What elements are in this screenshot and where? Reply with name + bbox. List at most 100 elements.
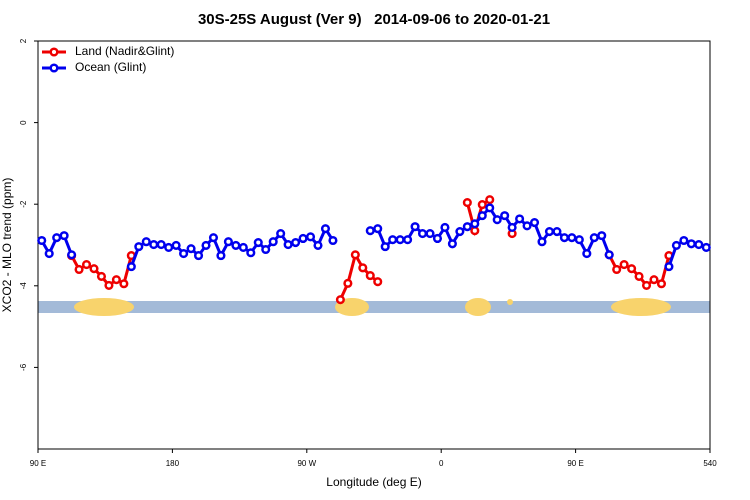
data-point: [574, 235, 584, 245]
legend-marker: [49, 47, 59, 57]
land-patch: [74, 298, 134, 316]
data-point: [37, 235, 47, 246]
data-point: [417, 229, 428, 239]
data-point: [694, 240, 704, 250]
x-tick-label: 0: [439, 459, 444, 468]
y-tick-label: -2: [19, 200, 28, 208]
data-point: [567, 233, 577, 243]
data-point: [500, 211, 510, 221]
data-point: [656, 279, 667, 289]
data-point: [253, 238, 263, 248]
data-point: [447, 239, 457, 249]
data-point: [529, 218, 540, 228]
data-point: [679, 235, 689, 246]
data-point: [149, 240, 159, 250]
data-point: [193, 251, 204, 261]
data-point: [328, 235, 338, 246]
data-point: [537, 237, 547, 247]
data-point: [507, 222, 517, 233]
land-patch: [611, 298, 671, 316]
data-point: [701, 242, 711, 252]
y-tick-label: -4: [19, 282, 28, 290]
data-point: [59, 231, 69, 241]
data-point: [350, 250, 360, 260]
data-point: [597, 231, 607, 241]
data-point: [373, 224, 383, 234]
data-point: [462, 222, 472, 232]
data-point: [634, 271, 644, 281]
data-point: [164, 242, 174, 252]
data-point: [305, 232, 316, 242]
data-point: [649, 275, 659, 285]
data-point: [201, 240, 211, 250]
data-point: [246, 248, 256, 258]
data-point: [485, 195, 495, 205]
y-tick-label: 0: [19, 120, 28, 125]
data-point: [641, 280, 652, 290]
data-point: [52, 233, 62, 243]
data-point: [358, 263, 368, 273]
data-point: [141, 237, 151, 247]
data-point: [238, 242, 248, 252]
data-point: [612, 264, 622, 275]
data-point: [395, 235, 405, 245]
y-tick-label: 2: [19, 38, 28, 43]
x-tick-label: 540: [703, 459, 717, 468]
legend-label: Ocean (Glint): [75, 60, 146, 74]
data-point: [186, 244, 196, 254]
legend-marker: [49, 63, 59, 73]
x-tick-label: 90 E: [567, 459, 583, 468]
data-point: [477, 211, 487, 221]
data-point: [380, 242, 390, 252]
data-point: [208, 233, 219, 243]
data-point: [134, 242, 144, 252]
ocean-band: [38, 301, 710, 313]
data-point: [470, 226, 480, 236]
data-point: [216, 251, 226, 261]
data-point: [67, 250, 77, 260]
data-point: [604, 250, 614, 260]
data-point: [686, 239, 696, 249]
x-tick-label: 90 W: [297, 459, 316, 468]
data-point: [313, 240, 323, 250]
data-point: [96, 271, 107, 281]
x-tick-label: 180: [166, 459, 180, 468]
data-point: [89, 264, 99, 274]
data-point: [111, 275, 121, 285]
data-point: [664, 262, 674, 272]
data-point: [671, 240, 681, 250]
data-point: [320, 224, 331, 234]
data-point: [179, 249, 189, 259]
data-point: [589, 233, 599, 243]
data-point: [365, 271, 375, 281]
legend-label: Land (Nadir&Glint): [75, 44, 174, 58]
data-point: [231, 240, 241, 250]
x-tick-label: 90 E: [30, 459, 46, 468]
data-point: [470, 219, 480, 229]
data-point: [104, 280, 114, 290]
data-point: [440, 222, 450, 233]
data-point: [268, 237, 278, 247]
data-point: [582, 249, 592, 259]
data-point: [126, 262, 136, 272]
data-point: [388, 235, 398, 245]
data-point: [74, 264, 84, 275]
y-tick-label: -6: [19, 363, 28, 371]
data-point: [343, 278, 353, 288]
data-point: [403, 235, 413, 245]
data-point: [261, 244, 271, 255]
data-point: [515, 214, 525, 224]
series-line: [369, 205, 611, 257]
data-point: [119, 279, 129, 289]
data-point: [156, 240, 166, 250]
data-point: [291, 238, 301, 248]
data-point: [171, 240, 181, 250]
data-point: [619, 260, 629, 270]
data-point: [432, 233, 443, 244]
data-point: [44, 249, 54, 259]
data-point: [223, 237, 233, 247]
data-point: [552, 226, 562, 237]
data-point: [373, 277, 383, 287]
data-point: [544, 226, 555, 237]
data-point: [455, 226, 465, 237]
